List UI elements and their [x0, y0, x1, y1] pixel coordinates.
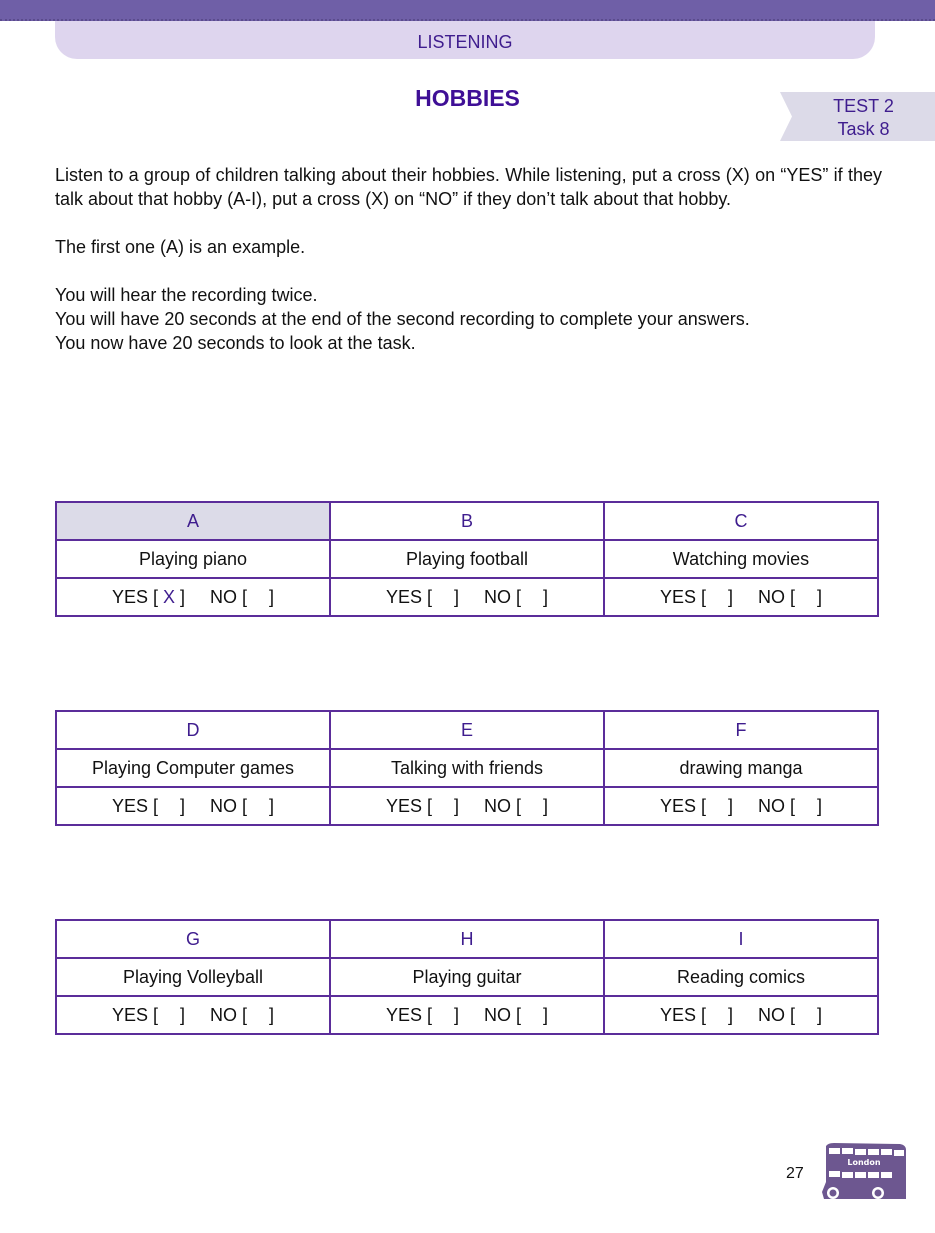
answer-row: YES [] NO [] YES [] NO [] YES [] NO []	[55, 786, 879, 826]
answer-cell: YES [] NO []	[55, 995, 331, 1035]
hobby-table: G H I Playing Volleyball Playing guitar Readi…	[55, 919, 879, 1035]
instruction-line: You now have 20 seconds to look at the t…	[55, 333, 416, 353]
no-label: NO [	[210, 586, 248, 607]
hobby-name: Playing Volleyball	[55, 957, 331, 997]
no-label: NO [	[758, 586, 796, 607]
bracket-close: ]	[269, 586, 275, 607]
no-label: NO [	[484, 795, 522, 816]
answer-cell: YES [] NO []	[329, 786, 605, 826]
no-label: NO [	[758, 795, 796, 816]
svg-text:London: London	[847, 1158, 881, 1167]
hobby-name: Playing football	[329, 539, 605, 579]
bracket-close: ]	[179, 586, 185, 607]
name-row: Playing Volleyball Playing guitar Reading …	[55, 957, 879, 997]
yes-label: YES [	[385, 1004, 432, 1025]
instruction-line: You will hear the recording twice.	[55, 285, 318, 305]
no-label: NO [	[758, 1004, 796, 1025]
page-title: HOBBIES	[415, 85, 520, 111]
hobby-letter: C	[603, 501, 879, 541]
hobby-letter: G	[55, 919, 331, 959]
no-label: NO [	[484, 1004, 522, 1025]
yes-label: YES [	[111, 1004, 158, 1025]
hobby-letter: I	[603, 919, 879, 959]
task-label: Task 8	[837, 119, 890, 139]
hobby-letter: D	[55, 710, 331, 750]
bracket-close: ]	[727, 1004, 733, 1025]
answer-cell: YES [] NO []	[329, 995, 605, 1035]
answer-row: YES [] NO [] YES [] NO [] YES [] NO []	[55, 995, 879, 1035]
test-tab: TEST 2 Task 8	[780, 92, 935, 141]
bracket-close: ]	[269, 795, 275, 816]
answer-cell: YES [] NO []	[603, 577, 879, 617]
bracket-close: ]	[817, 795, 823, 816]
hobby-name: Reading comics	[603, 957, 879, 997]
no-label: NO [	[210, 1004, 248, 1025]
bracket-close: ]	[727, 795, 733, 816]
answer-cell: YES [X] NO []	[55, 577, 331, 617]
bracket-close: ]	[453, 1004, 459, 1025]
hobby-table: A B C Playing piano Playing football Watching…	[55, 501, 879, 617]
name-row: Playing piano Playing football Watching mo…	[55, 539, 879, 579]
bracket-close: ]	[817, 586, 823, 607]
top-bar	[0, 0, 935, 21]
bracket-close: ]	[817, 1004, 823, 1025]
test-label: TEST 2	[833, 96, 894, 116]
hobby-name: Playing Computer games	[55, 748, 331, 788]
answer-cell: YES [] NO []	[603, 995, 879, 1035]
hobby-table: D E F Playing Computer games Talking with fr…	[55, 710, 879, 826]
yes-label: YES [	[385, 795, 432, 816]
answer-cell: YES [] NO []	[603, 786, 879, 826]
hobby-letter: B	[329, 501, 605, 541]
yes-label: YES [	[659, 795, 706, 816]
bracket-close: ]	[727, 586, 733, 607]
bracket-close: ]	[543, 1004, 549, 1025]
bracket-close: ]	[179, 795, 185, 816]
hobby-letter: E	[329, 710, 605, 750]
bracket-close: ]	[543, 795, 549, 816]
hobby-name: drawing manga	[603, 748, 879, 788]
hobby-letter: F	[603, 710, 879, 750]
no-label: NO [	[484, 586, 522, 607]
instruction-line: You will have 20 seconds at the end of t…	[55, 309, 750, 329]
hobby-letter: A	[55, 501, 331, 541]
section-header: LISTENING	[55, 21, 875, 59]
bracket-close: ]	[543, 586, 549, 607]
name-row: Playing Computer games Talking with frien…	[55, 748, 879, 788]
yes-label: YES [	[385, 586, 432, 607]
yes-checkbox[interactable]: X	[162, 586, 175, 607]
hobby-letter: H	[329, 919, 605, 959]
answer-row: YES [X] NO [] YES [] NO [] YES [] NO []	[55, 577, 879, 617]
bracket-close: ]	[453, 586, 459, 607]
bracket-close: ]	[179, 1004, 185, 1025]
hobby-name: Watching movies	[603, 539, 879, 579]
instruction-example: The first one (A) is an example.	[55, 237, 306, 257]
bracket-close: ]	[269, 1004, 275, 1025]
answer-cell: YES [] NO []	[329, 577, 605, 617]
london-bus-logo: London	[822, 1143, 906, 1199]
instructions: Listen to a group of children talking ab…	[55, 163, 882, 355]
hobby-name: Talking with friends	[329, 748, 605, 788]
yes-label: YES [	[111, 586, 158, 607]
hobby-name: Playing piano	[55, 539, 331, 579]
yes-label: YES [	[111, 795, 158, 816]
bracket-close: ]	[453, 795, 459, 816]
yes-label: YES [	[659, 1004, 706, 1025]
no-label: NO [	[210, 795, 248, 816]
yes-label: YES [	[659, 586, 706, 607]
page-number: 27	[786, 1165, 804, 1182]
answer-cell: YES [] NO []	[55, 786, 331, 826]
instruction-main: Listen to a group of children talking ab…	[55, 165, 882, 209]
hobby-name: Playing guitar	[329, 957, 605, 997]
